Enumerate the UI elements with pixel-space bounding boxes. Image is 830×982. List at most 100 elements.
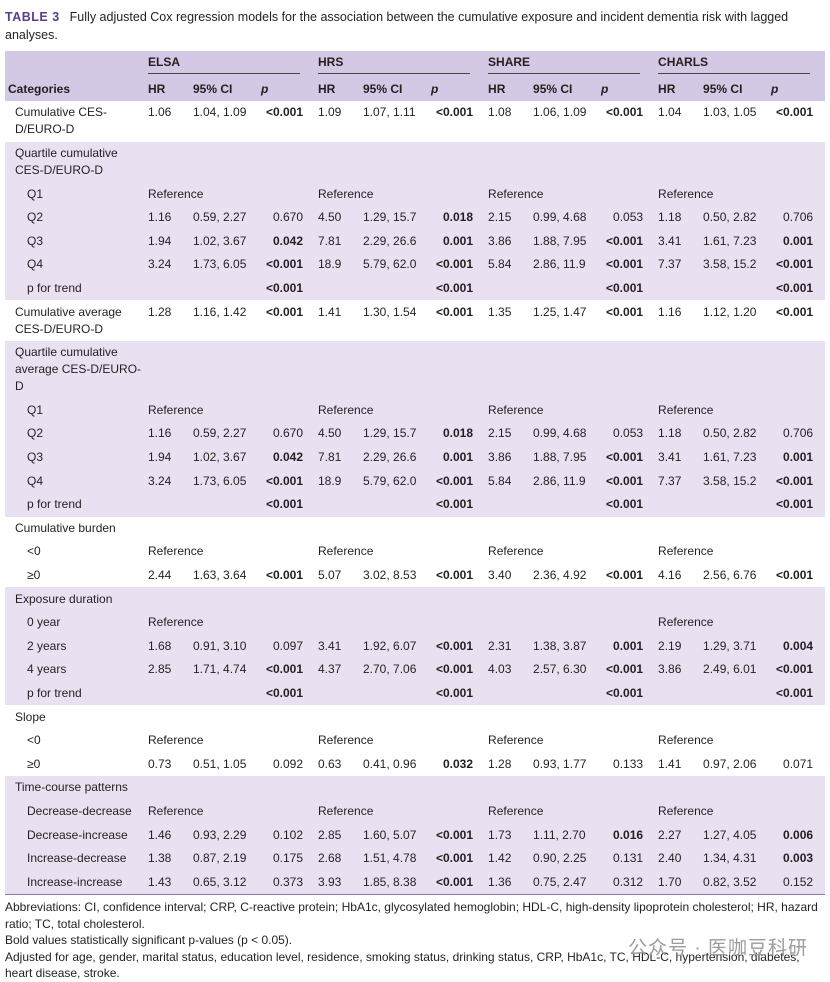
cell: 0.41, 0.96 [363,756,417,771]
cell: 1.02, 3.67 [193,233,247,248]
cell [768,611,825,635]
column-header-row: Categories HR 95% CI p HR 95% CI p HR 95% CI p HR 9… [5,77,826,102]
cell: 2.40 [658,851,682,866]
cell [360,341,428,399]
cell: 1.70 [658,874,682,889]
cell: Reference [148,615,204,630]
cell: <0.001 [776,257,814,272]
row-label: <0 [27,544,41,559]
cell [360,776,428,800]
cell [700,705,768,729]
table-row: 0 year Reference Reference [5,610,826,635]
cell: 1.06, 1.09 [533,105,587,120]
cell: 1.16 [148,210,172,225]
cell [598,800,655,824]
cell [598,142,655,183]
cell [598,341,655,399]
cell: 1.29, 15.7 [363,210,417,225]
cell: 0.001 [783,233,814,248]
cell: <0.001 [776,685,814,700]
cell: 0.373 [272,874,303,889]
cell: 1.41 [658,756,682,771]
table-row: p for trend <0.001 <0.001 <0.001 <0.001 [5,681,826,706]
group-name: ELSA [148,54,300,75]
cell: <0.001 [606,304,644,319]
categories-header: Categories [8,81,71,96]
cell: Reference [488,402,544,417]
cell [315,776,360,800]
cell: 0.001 [443,233,474,248]
table-row: <0 Reference Reference Reference Reference [5,540,825,564]
cell: 0.87, 2.19 [193,851,247,866]
watermark: 公众号 · 医咖豆科研 [628,938,808,959]
cell [190,776,258,800]
cell [768,540,825,564]
cell: 5.84 [488,473,512,488]
cell: <0.001 [265,473,303,488]
cell: 2.44 [148,567,172,582]
cell: 0.59, 2.27 [193,210,247,225]
cell: 2.29, 26.6 [363,450,417,465]
cell: 0.73 [148,756,172,771]
cell: 0.175 [272,851,303,866]
cell: 0.042 [272,233,303,248]
row-label: Q1 [27,186,44,201]
cell [258,587,315,611]
cell: 0.053 [613,210,644,225]
cell [700,493,768,517]
cell: Reference [318,544,374,559]
cell: 1.42 [488,851,512,866]
cell [768,341,825,399]
cell: Reference [148,186,204,201]
cell [598,587,655,611]
cell: 7.81 [318,450,342,465]
cell [145,682,190,706]
cell [190,142,258,183]
cell: Reference [148,544,204,559]
cell: 18.9 [318,257,342,272]
cell [598,611,655,635]
cell: 0.97, 2.06 [703,756,757,771]
caption: TABLE 3 Fully adjusted Cox regression mod… [5,8,820,44]
cell: <0.001 [435,685,474,700]
section-title-row: Slope [5,705,825,729]
row-label: Cumulative CES-D/EURO-D [15,105,108,137]
cell [315,517,360,541]
footnote: Bold values statistically significant p-… [5,933,293,947]
cell: 5.07 [318,567,342,582]
cell [145,277,190,301]
cell: 1.29, 15.7 [363,426,417,441]
cell [190,277,258,301]
column-header: 95% CI [533,81,573,96]
section-title: Time-course patterns [15,780,128,795]
cell: <0.001 [265,281,303,296]
column-header: 95% CI [703,81,743,96]
row-label: Q3 [27,450,44,465]
cell: 3.86 [488,233,512,248]
cell [258,517,315,541]
cell: Reference [488,186,544,201]
row-label: Q4 [27,257,44,272]
cell [768,142,825,183]
row-label: p for trend [27,281,82,296]
cell [315,341,360,399]
table-row: Q3 1.94 1.02, 3.67 0.042 7.81 2.29, 26.6 0.001… [5,229,826,254]
cell: Reference [658,544,714,559]
cell: 2.86, 11.9 [533,257,586,272]
cell: <0.001 [776,105,814,120]
cell [258,611,315,635]
cell [258,142,315,183]
cell: 0.93, 2.29 [193,827,247,842]
cell [190,493,258,517]
cell [655,493,700,517]
cell: 2.85 [318,827,342,842]
cell [360,682,428,706]
cell: 2.70, 7.06 [363,662,417,677]
cell: <0.001 [776,567,814,582]
cell: <0.001 [265,567,303,582]
cell: Reference [148,803,204,818]
cell: 2.15 [488,210,512,225]
cell: 2.29, 26.6 [363,233,417,248]
